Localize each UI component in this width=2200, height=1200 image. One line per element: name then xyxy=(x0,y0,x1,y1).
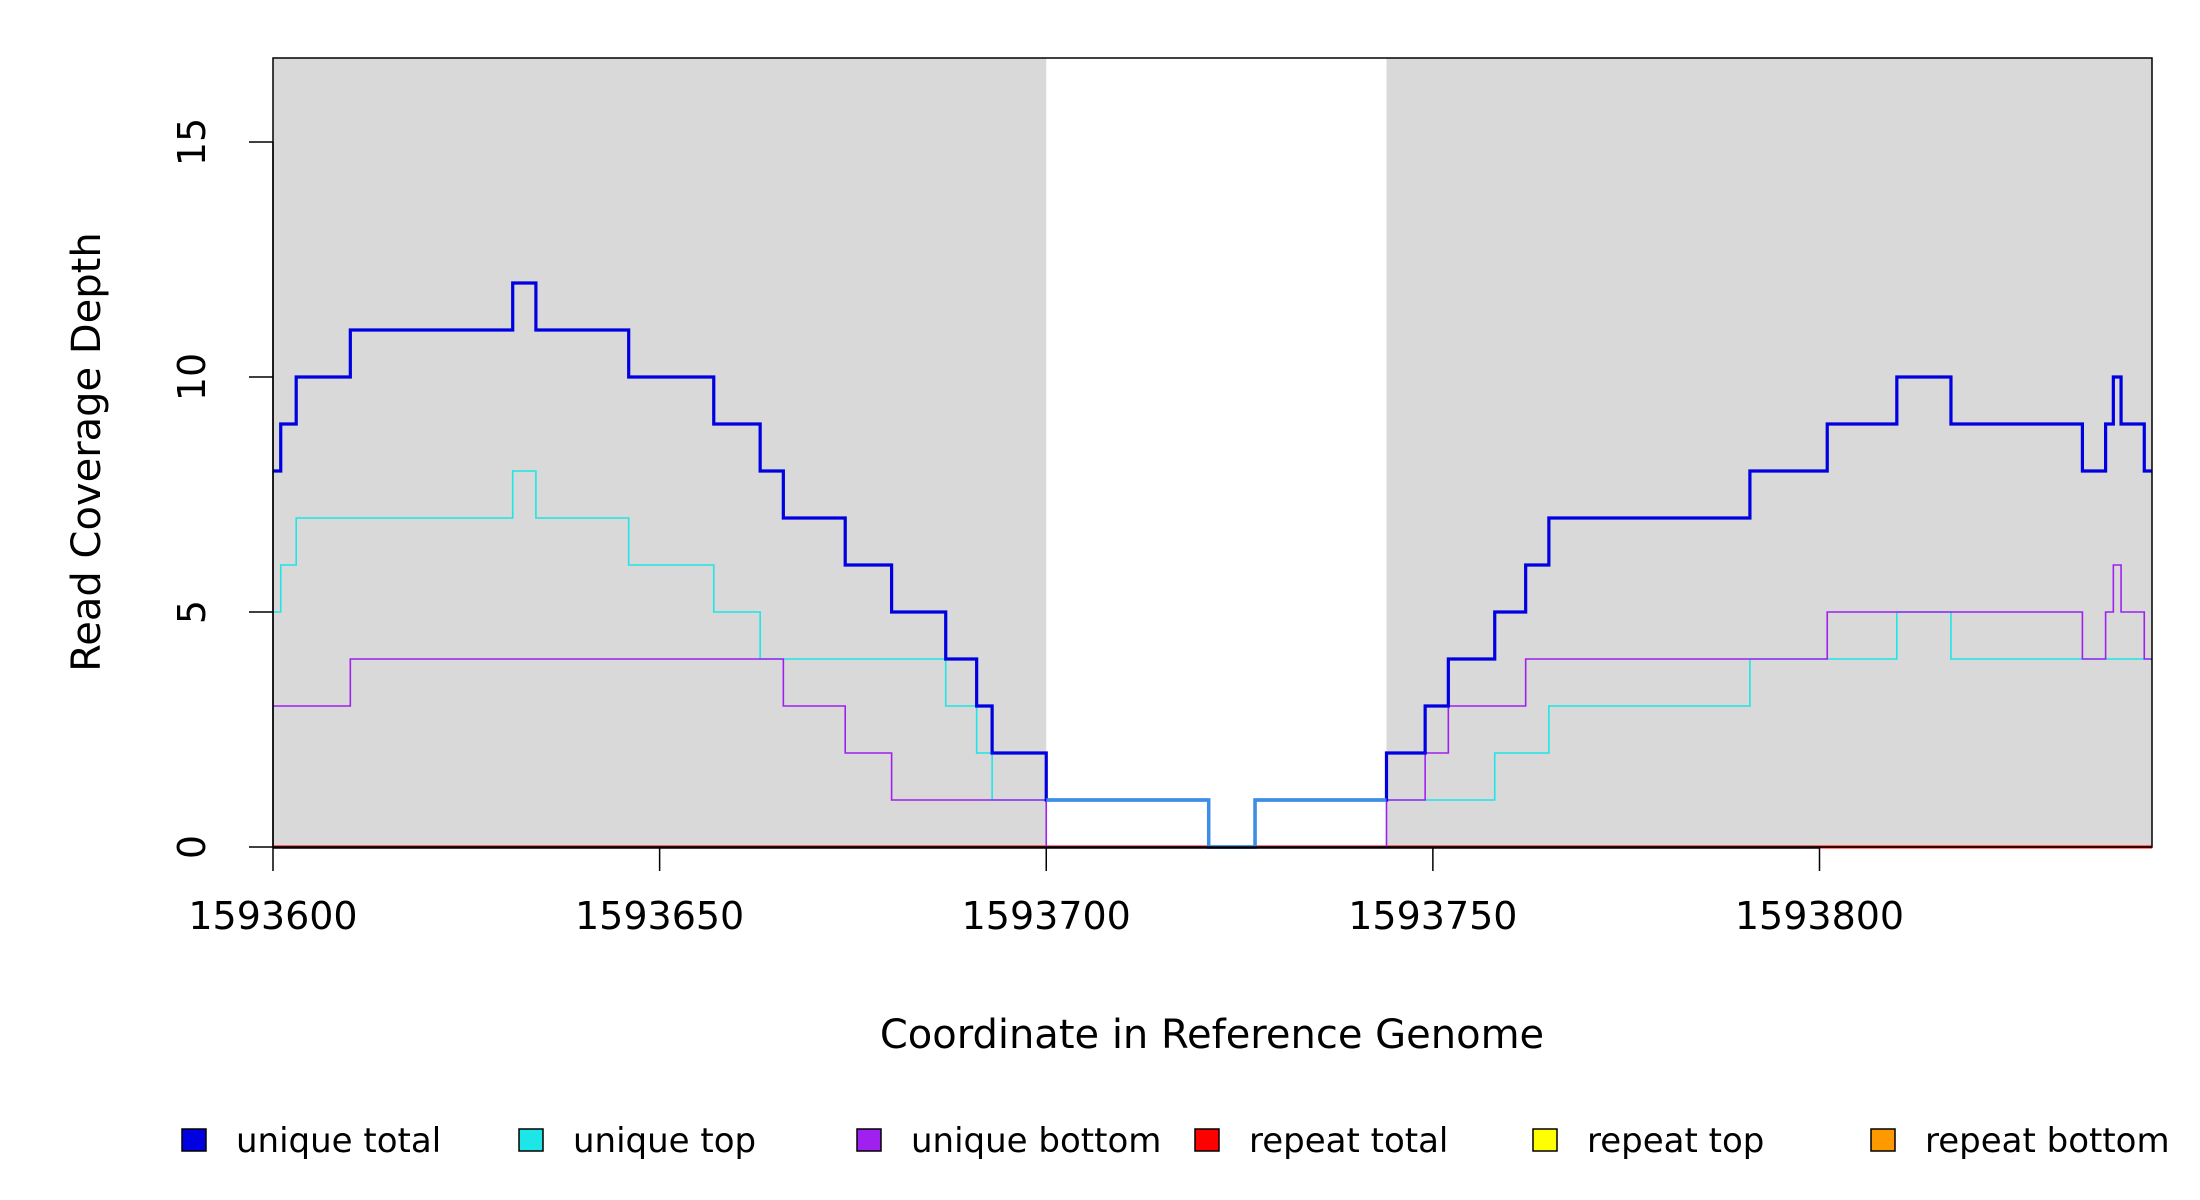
legend-label: repeat total xyxy=(1249,1121,1448,1161)
legend-swatch xyxy=(1194,1128,1220,1152)
legend-item-repeat-bottom: repeat bottom xyxy=(1870,1121,2170,1161)
y-tick-label: 0 xyxy=(170,835,214,859)
legend-label: unique bottom xyxy=(911,1121,1161,1161)
x-tick-label: 1593750 xyxy=(1348,894,1517,938)
y-tick-label: 15 xyxy=(170,118,214,166)
legend-item-unique-total: unique total xyxy=(181,1121,441,1161)
x-tick-label: 1593600 xyxy=(188,894,357,938)
legend-swatch xyxy=(518,1128,544,1152)
series-line-unique-bottom xyxy=(273,564,2152,848)
x-tick-label: 1593650 xyxy=(575,894,744,938)
legend-swatch xyxy=(1870,1128,1896,1152)
legend-item-repeat-total: repeat total xyxy=(1194,1121,1448,1161)
plot-background xyxy=(273,58,2152,847)
y-axis-title: Read Coverage Depth xyxy=(64,232,110,671)
legend-swatch xyxy=(1532,1128,1558,1152)
legend-item-repeat-top: repeat top xyxy=(1532,1121,1764,1161)
y-tick-label: 5 xyxy=(170,600,214,624)
gap-total-line xyxy=(1046,798,1387,849)
legend: unique total unique top unique bottom repea… xyxy=(181,1121,2170,1161)
x-tick-label: 1593700 xyxy=(962,894,1131,938)
y-tick-label: 10 xyxy=(170,353,214,401)
legend-swatch xyxy=(181,1128,207,1152)
shaded-region-1 xyxy=(273,58,1047,847)
x-tick-label: 1593800 xyxy=(1735,894,1904,938)
y-axis: 0 5 10 15 xyxy=(170,118,274,859)
x-axis: 1593600 1593650 1593700 1593750 1593800 xyxy=(188,847,1904,938)
legend-label: repeat top xyxy=(1587,1121,1764,1161)
x-axis-title: Coordinate in Reference Genome xyxy=(880,1012,1544,1058)
legend-item-unique-bottom: unique bottom xyxy=(856,1121,1161,1161)
legend-label: repeat bottom xyxy=(1925,1121,2170,1161)
legend-label: unique top xyxy=(573,1121,756,1161)
legend-swatch xyxy=(856,1128,882,1152)
legend-label: unique total xyxy=(236,1121,441,1161)
legend-item-unique-top: unique top xyxy=(518,1121,756,1161)
shaded-region-2 xyxy=(1386,58,2152,847)
